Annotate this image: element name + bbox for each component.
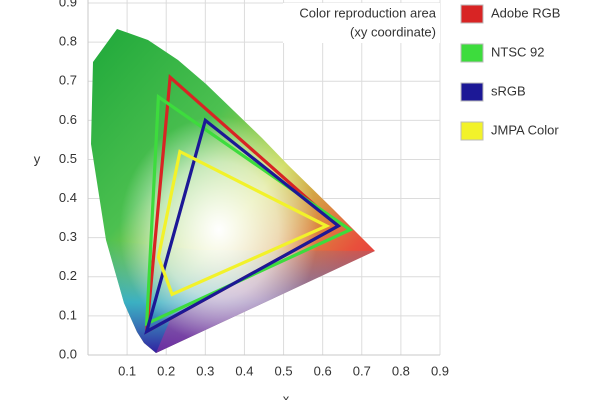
x-tick-label: 0.2 (157, 363, 175, 378)
legend-label: NTSC 92 (491, 44, 544, 59)
y-tick-label: 0.6 (59, 112, 77, 127)
annotation-box (283, 3, 440, 43)
y-axis-label: y (34, 151, 41, 166)
x-tick-label: 0.8 (392, 363, 410, 378)
legend-swatch (460, 121, 484, 141)
legend-label: Adobe RGB (491, 5, 560, 20)
x-tick-label: 0.6 (314, 363, 332, 378)
legend-swatch (460, 43, 484, 63)
y-tick-label: 0.0 (59, 346, 77, 361)
legend-label: JMPA Color (491, 122, 559, 137)
x-tick-label: 0.9 (431, 363, 449, 378)
gamut-outline (144, 117, 342, 335)
locus-white (91, 29, 375, 353)
y-tick-label: 0.7 (59, 73, 77, 88)
gamut-outline (156, 149, 331, 297)
legend-swatch (460, 82, 484, 102)
x-tick-label: 0.5 (275, 363, 293, 378)
spectral-locus (91, 29, 375, 353)
legend-label: sRGB (491, 83, 526, 98)
y-tick-label: 0.5 (59, 151, 77, 166)
legend-swatch (460, 4, 484, 24)
x-tick-label: 0.7 (353, 363, 371, 378)
annotation: Color reproduction area (299, 5, 436, 20)
x-axis-label: x (283, 391, 290, 400)
y-tick-label: 0.8 (59, 34, 77, 49)
y-tick-label: 0.2 (59, 268, 77, 283)
y-tick-label: 0.9 (59, 0, 77, 9)
y-tick-label: 0.1 (59, 307, 77, 322)
x-tick-label: 0.3 (196, 363, 214, 378)
x-tick-label: 0.4 (235, 363, 253, 378)
y-tick-label: 0.3 (59, 229, 77, 244)
gamuts (144, 74, 354, 335)
annotation: (xy coordinate) (350, 24, 436, 39)
x-tick-label: 0.1 (118, 363, 136, 378)
y-tick-label: 0.4 (59, 190, 77, 205)
